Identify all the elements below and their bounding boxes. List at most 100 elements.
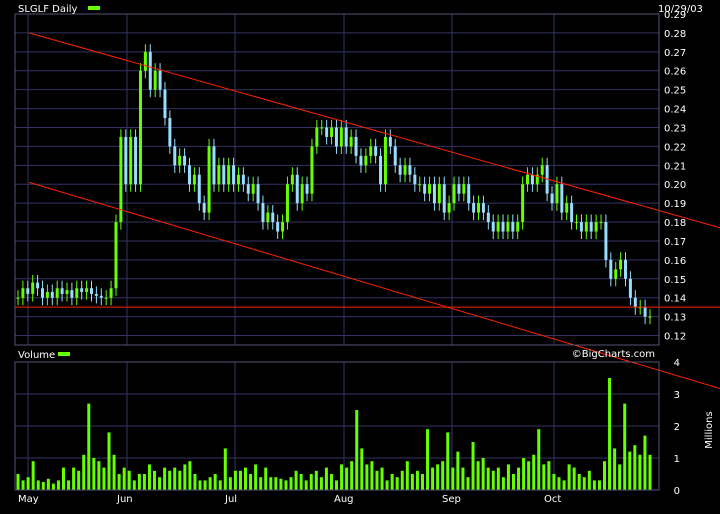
volume-bar: [72, 467, 76, 490]
price-candle-body: [349, 136, 353, 147]
price-candle-body: [21, 288, 25, 298]
price-candle-body: [501, 222, 505, 232]
volume-bar: [299, 474, 303, 490]
volume-bar: [233, 470, 237, 490]
price-candle-body: [65, 290, 69, 294]
volume-bar: [623, 403, 627, 490]
price-candle-body: [560, 184, 564, 213]
price-candle-body: [481, 203, 485, 213]
volume-bar: [274, 477, 278, 490]
price-candle-body: [584, 222, 588, 232]
price-candle-body: [124, 136, 128, 185]
volume-bar: [395, 477, 399, 490]
price-candle-body: [80, 288, 84, 293]
volume-bar: [163, 467, 167, 490]
volume-bar: [82, 454, 86, 490]
price-candle-body: [36, 282, 40, 289]
price-candle-body: [94, 293, 98, 296]
volume-bar: [112, 454, 116, 490]
price-candle-body: [256, 184, 260, 204]
price-y-tick-label: 0.12: [664, 332, 686, 343]
chart-date: 10/29/03: [658, 4, 703, 15]
price-y-tick-label: 0.18: [664, 218, 686, 229]
price-candle-body: [589, 222, 593, 232]
price-y-tick-label: 0.25: [664, 86, 686, 97]
volume-bar: [279, 478, 283, 490]
price-candle-body: [472, 203, 476, 213]
volume-bar: [557, 477, 561, 490]
watermark: ©BigCharts.com: [572, 349, 655, 360]
volume-bar: [127, 470, 131, 490]
volume-bar: [238, 470, 242, 490]
volume-bar: [132, 480, 136, 490]
volume-bar: [178, 470, 182, 490]
price-y-tick-label: 0.20: [664, 180, 686, 191]
volume-bar: [223, 448, 227, 490]
price-panel-frame: [14, 13, 660, 346]
price-candle-body: [408, 165, 412, 175]
volume-bar: [582, 477, 586, 490]
volume-bar: [87, 403, 91, 490]
volume-bar: [168, 470, 172, 490]
price-candle-body: [526, 174, 530, 185]
price-candle-body: [599, 222, 603, 224]
price-candle-body: [153, 70, 157, 90]
volume-bar: [46, 478, 50, 490]
volume-bar: [264, 467, 268, 490]
price-candle-body: [550, 193, 554, 204]
volume-bar: [188, 461, 192, 490]
price-candle-body: [207, 146, 211, 213]
price-candle-body: [281, 222, 285, 232]
price-candle-body: [310, 146, 314, 194]
price-candle-body: [236, 174, 240, 185]
volume-bar: [633, 445, 637, 490]
volume-axis-label: Millions: [704, 411, 715, 448]
price-candle-body: [99, 295, 103, 298]
price-candle-body: [530, 174, 534, 185]
price-candle-body: [633, 297, 637, 308]
volume-bar: [269, 477, 273, 490]
price-candle-body: [383, 136, 387, 185]
volume-bar: [547, 461, 551, 490]
volume-bar: [638, 454, 642, 490]
volume-bar: [426, 429, 430, 490]
price-candle-body: [16, 297, 20, 299]
volume-bar: [213, 474, 217, 490]
price-candle-body: [305, 184, 309, 194]
price-candle-body: [648, 316, 652, 318]
volume-bar: [451, 467, 455, 490]
volume-bar: [567, 464, 571, 490]
volume-bar: [254, 464, 258, 490]
volume-bar: [436, 464, 440, 490]
volume-bar: [142, 474, 146, 490]
volume-bar: [21, 480, 25, 490]
price-candle-body: [359, 155, 363, 166]
volume-bar: [420, 474, 424, 490]
volume-bar: [67, 480, 71, 490]
price-candle-body: [330, 127, 334, 137]
price-candle-body: [428, 184, 432, 194]
price-candle-body: [418, 184, 422, 186]
price-y-tick-label: 0.27: [664, 48, 686, 59]
price-candle-body: [403, 165, 407, 175]
price-candle-body: [178, 155, 182, 166]
x-axis-tick-labels: May Jun Jul Aug Sep Oct: [18, 494, 561, 505]
volume-bar: [491, 470, 495, 490]
volume-bar: [613, 448, 617, 490]
volume-bar: [319, 477, 323, 490]
volume-bar: [153, 470, 157, 490]
volume-title: Volume: [18, 350, 55, 361]
volume-bar: [122, 467, 126, 490]
volume-bar: [259, 477, 263, 490]
price-candle-body: [442, 184, 446, 213]
price-candle-body: [187, 165, 191, 185]
price-candle-body: [119, 136, 123, 223]
price-candle-body: [173, 146, 177, 166]
price-y-tick-label: 0.16: [664, 256, 686, 267]
price-trendlines: [15, 32, 720, 389]
price-y-tick-label: 0.14: [664, 294, 686, 305]
chart-title: SLGLF Daily: [18, 4, 78, 15]
price-candle-body: [614, 269, 618, 279]
price-candle-body: [462, 184, 466, 194]
price-candle-body: [320, 127, 324, 129]
